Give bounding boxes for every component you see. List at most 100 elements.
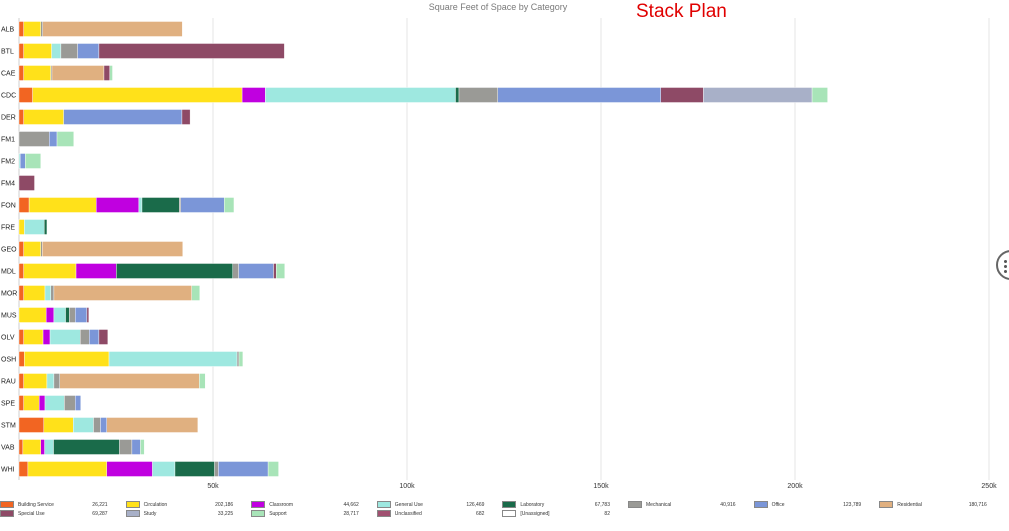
bar-segment[interactable] [50, 285, 55, 301]
bar-segment[interactable] [24, 219, 45, 235]
bar-segment[interactable] [18, 395, 24, 411]
bar-segment[interactable] [236, 351, 240, 367]
bar-segment[interactable] [18, 461, 29, 477]
bar-segment[interactable] [59, 373, 200, 389]
bar-segment[interactable] [56, 131, 74, 147]
bar-segment[interactable] [18, 439, 24, 455]
bar-segment[interactable] [45, 307, 55, 323]
bar-segment[interactable] [28, 197, 97, 213]
bar-segment[interactable] [49, 131, 58, 147]
bar-segment[interactable] [18, 329, 24, 345]
legend-item[interactable]: Unclassified 682 [376, 509, 484, 519]
bar-segment[interactable] [75, 395, 81, 411]
bar-segment[interactable] [18, 307, 47, 323]
bar-segment[interactable] [43, 417, 74, 433]
bar-segment[interactable] [181, 109, 191, 125]
bar-segment[interactable] [18, 65, 24, 81]
bar-segment[interactable] [96, 197, 140, 213]
bar-segment[interactable] [103, 65, 110, 81]
bar-segment[interactable] [23, 21, 41, 37]
bar-segment[interactable] [98, 329, 109, 345]
legend-item[interactable]: Residential 180,716 [879, 500, 987, 510]
bar-segment[interactable] [140, 439, 145, 455]
bar-segment[interactable] [497, 87, 661, 103]
bar-segment[interactable] [77, 43, 100, 59]
bar-segment[interactable] [241, 87, 266, 103]
bar-segment[interactable] [38, 395, 46, 411]
bar-segment[interactable] [18, 241, 24, 257]
bar-segment[interactable] [19, 153, 26, 169]
bar-segment[interactable] [18, 373, 24, 389]
bar-segment[interactable] [18, 175, 35, 191]
bar-segment[interactable] [73, 417, 94, 433]
legend-item[interactable]: Circulation 202,186 [125, 500, 233, 510]
bar-segment[interactable] [69, 307, 76, 323]
legend-item[interactable]: Mechanical 40,916 [628, 500, 736, 510]
bar-segment[interactable] [27, 461, 107, 477]
bar-segment[interactable] [18, 87, 33, 103]
bar-segment[interactable] [44, 285, 52, 301]
bar-segment[interactable] [18, 417, 45, 433]
legend-item[interactable]: Study 33,225 [125, 509, 233, 519]
bar-segment[interactable] [18, 263, 24, 279]
legend-item[interactable]: Building Service 26,221 [0, 500, 108, 510]
bar-segment[interactable] [276, 263, 285, 279]
bar-segment[interactable] [23, 263, 77, 279]
bar-segment[interactable] [18, 43, 24, 59]
bar-segment[interactable] [100, 417, 107, 433]
bar-segment[interactable] [265, 87, 456, 103]
bar-segment[interactable] [98, 43, 285, 59]
bar-segment[interactable] [116, 263, 233, 279]
bar-segment[interactable] [42, 21, 183, 37]
bar-segment[interactable] [23, 395, 40, 411]
bar-segment[interactable] [106, 417, 199, 433]
bar-segment[interactable] [18, 351, 25, 367]
bar-segment[interactable] [44, 395, 65, 411]
bar-segment[interactable] [51, 43, 62, 59]
bar-segment[interactable] [23, 241, 41, 257]
bar-segment[interactable] [23, 285, 46, 301]
bar-segment[interactable] [458, 87, 498, 103]
bar-segment[interactable] [24, 351, 110, 367]
bar-segment[interactable] [40, 241, 43, 257]
bar-segment[interactable] [40, 21, 43, 37]
bar-segment[interactable] [174, 461, 215, 477]
bar-segment[interactable] [224, 197, 235, 213]
bar-segment[interactable] [18, 197, 30, 213]
bar-segment[interactable] [108, 351, 238, 367]
bar-segment[interactable] [218, 461, 269, 477]
bar-segment[interactable] [42, 241, 183, 257]
bar-segment[interactable] [53, 373, 60, 389]
bar-segment[interactable] [46, 373, 55, 389]
bar-segment[interactable] [23, 373, 48, 389]
bar-segment[interactable] [119, 439, 133, 455]
bar-segment[interactable] [25, 153, 41, 169]
bar-segment[interactable] [238, 263, 274, 279]
bar-segment[interactable] [18, 285, 24, 301]
bar-segment[interactable] [23, 65, 52, 81]
legend-item[interactable]: [Unassigned] 82 [502, 509, 610, 519]
bar-segment[interactable] [18, 21, 24, 37]
bar-segment[interactable] [267, 461, 279, 477]
bar-segment[interactable] [109, 65, 113, 81]
bar-segment[interactable] [53, 439, 120, 455]
bar-segment[interactable] [75, 307, 88, 323]
bar-segment[interactable] [80, 329, 90, 345]
bar-segment[interactable] [89, 329, 100, 345]
bar-segment[interactable] [32, 87, 243, 103]
bar-segment[interactable] [23, 329, 44, 345]
bar-segment[interactable] [44, 219, 48, 235]
bar-segment[interactable] [65, 307, 70, 323]
bar-segment[interactable] [238, 351, 244, 367]
bar-segment[interactable] [23, 43, 52, 59]
bar-segment[interactable] [703, 87, 813, 103]
bar-segment[interactable] [106, 461, 153, 477]
legend-item[interactable]: Office 123,789 [753, 500, 861, 510]
legend-item[interactable]: General Use 126,469 [376, 500, 484, 510]
bar-segment[interactable] [455, 87, 460, 103]
bar-segment[interactable] [179, 197, 181, 213]
bar-segment[interactable] [53, 285, 192, 301]
bar-segment[interactable] [18, 109, 24, 125]
bar-segment[interactable] [214, 461, 219, 477]
bar-segment[interactable] [141, 197, 180, 213]
